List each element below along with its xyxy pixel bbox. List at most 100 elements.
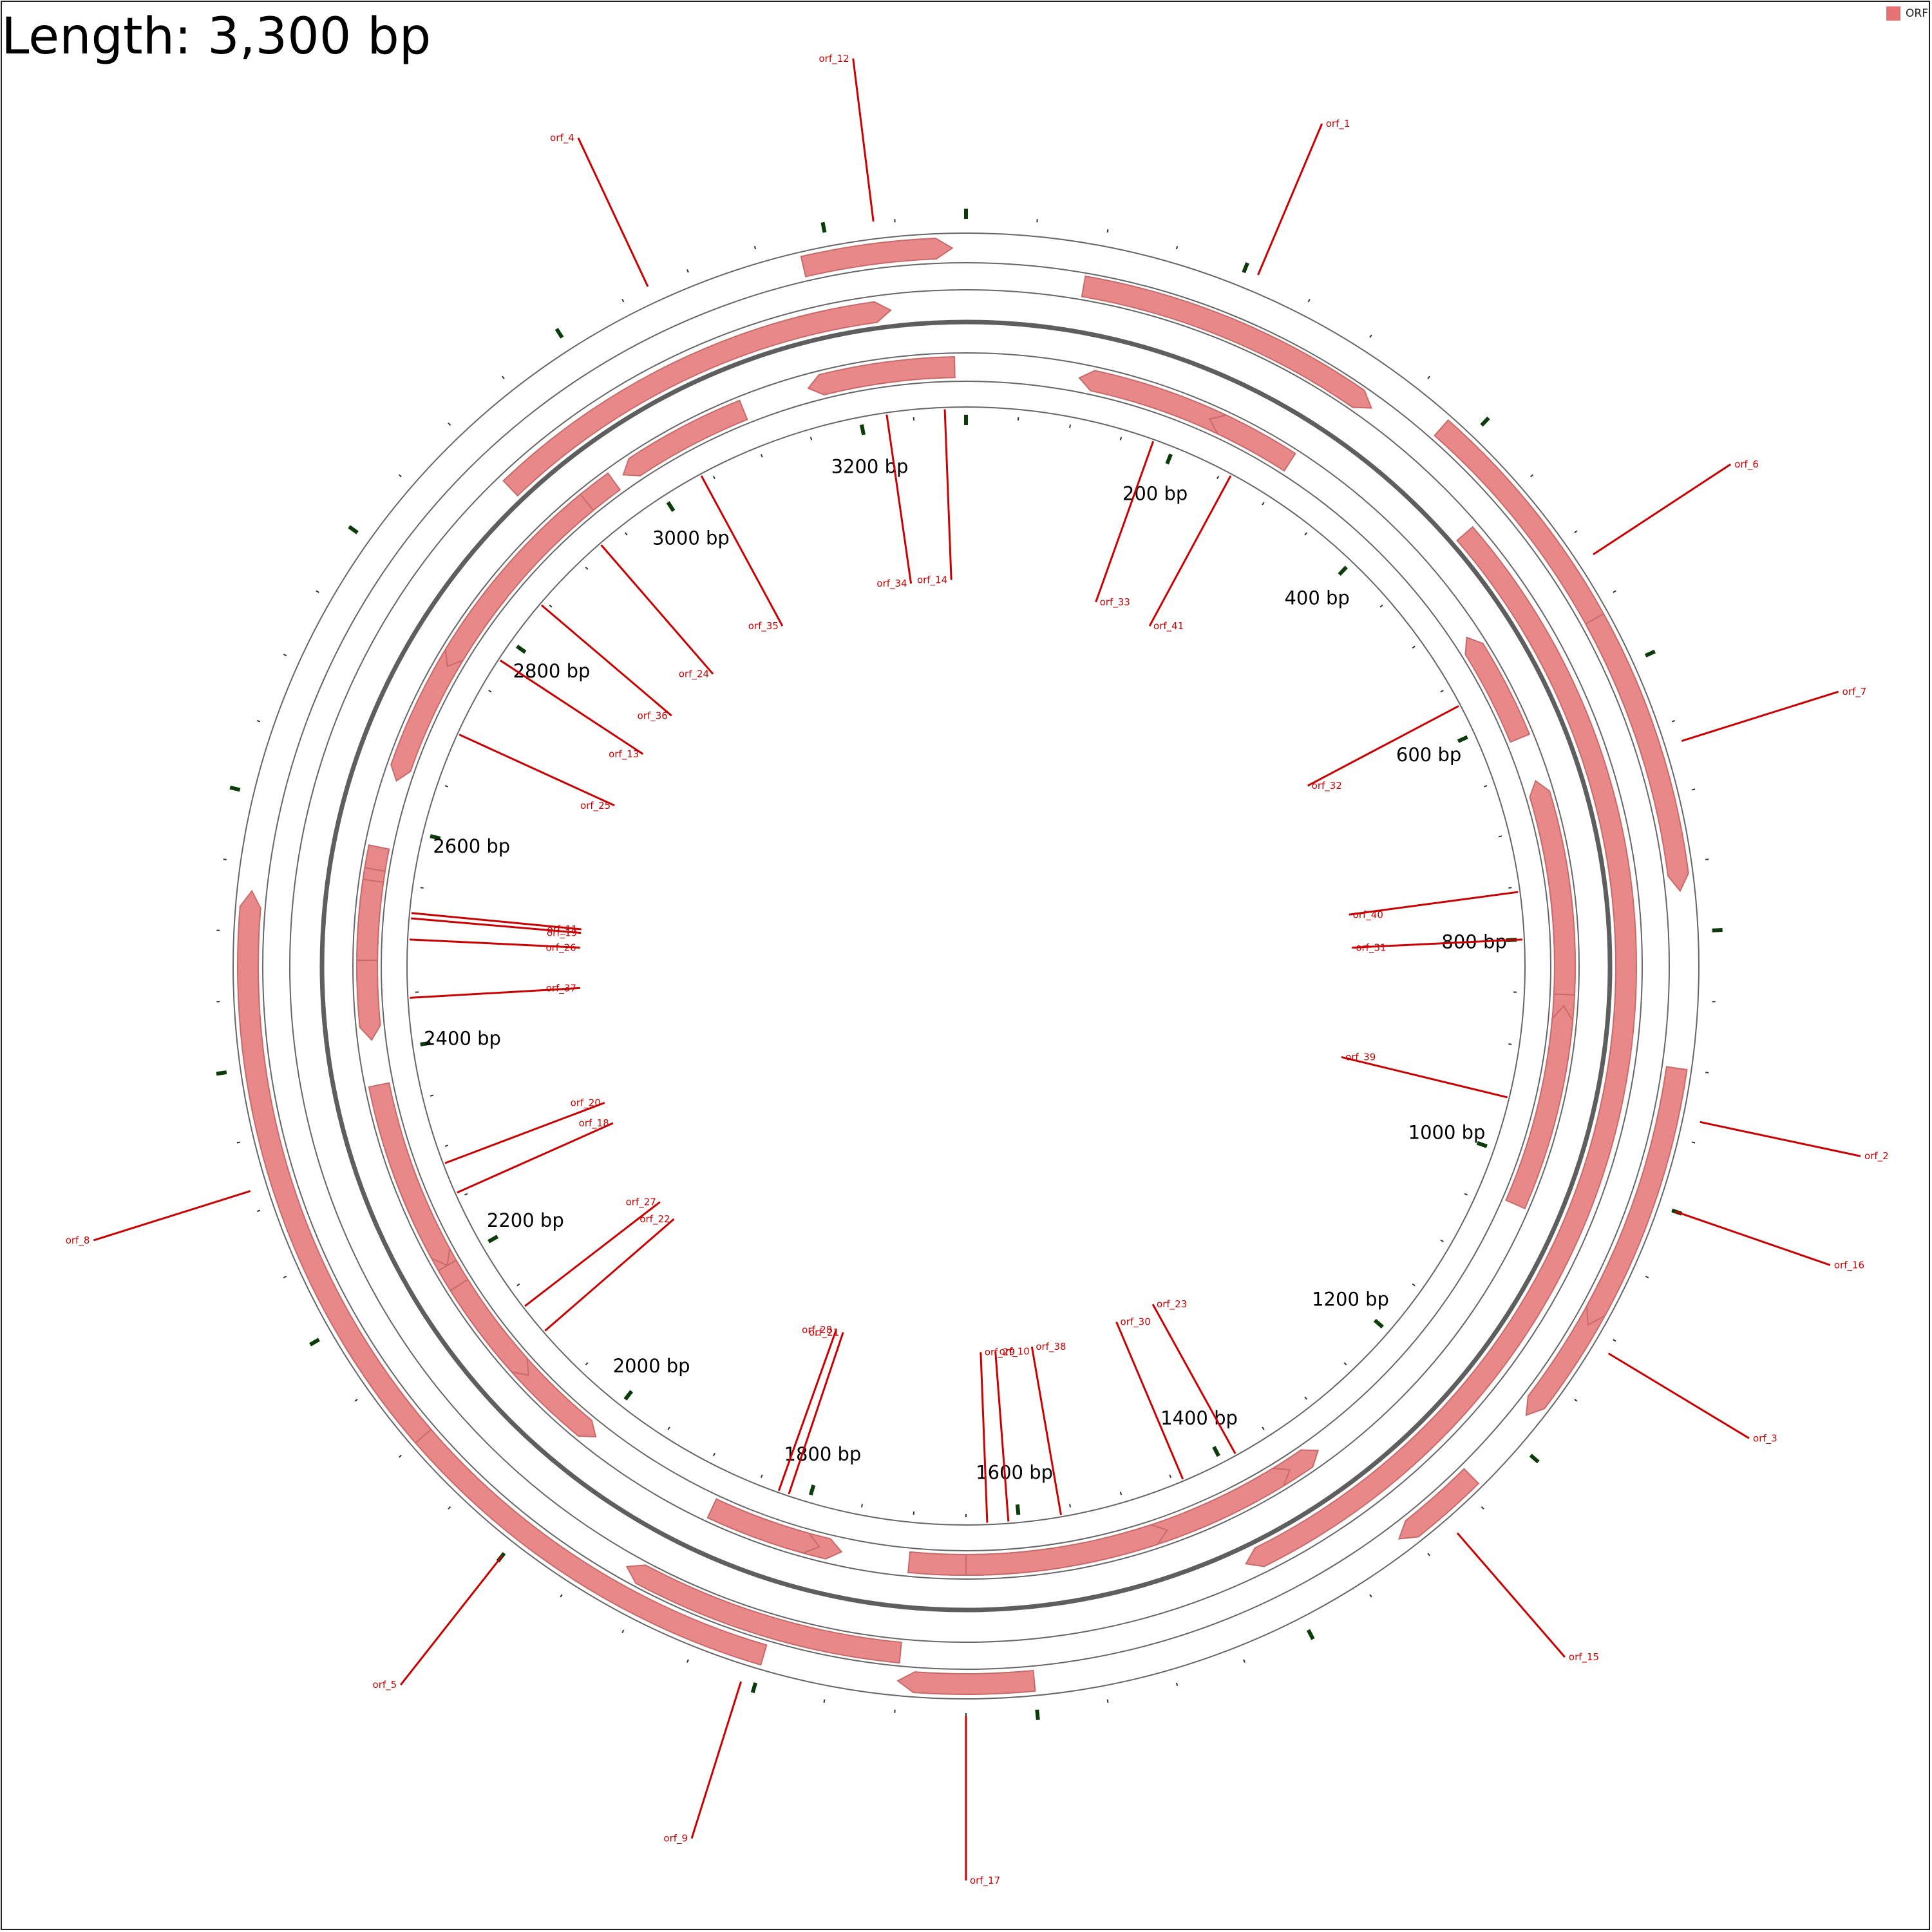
feature-orf_27 — [449, 1278, 529, 1376]
feature-label: orf_5 — [373, 1679, 397, 1691]
label-line — [1095, 440, 1155, 603]
major-tick — [820, 222, 827, 233]
major-tick — [1529, 1454, 1540, 1464]
track-ring — [262, 262, 1670, 1670]
label-line — [600, 544, 714, 675]
feature-orf_8 — [237, 889, 432, 1444]
feature-label: orf_29 — [985, 1347, 1015, 1359]
label-line — [93, 1190, 251, 1242]
major-tick — [1306, 1629, 1315, 1640]
minor-tick — [1671, 720, 1676, 723]
minor-tick — [687, 269, 689, 273]
scale-label: 3200 bp — [831, 455, 909, 477]
minor-tick — [316, 590, 319, 593]
major-tick — [1165, 453, 1173, 465]
major-tick — [1373, 1318, 1384, 1329]
feature-orf_16 — [1586, 1066, 1688, 1327]
minor-tick — [549, 604, 553, 608]
minor-tick — [667, 1426, 670, 1430]
feature-label: orf_36 — [638, 710, 668, 722]
major-tick — [515, 645, 527, 654]
label-line — [943, 409, 952, 580]
major-tick — [1457, 735, 1468, 743]
minor-tick — [1705, 1072, 1709, 1074]
feature-label: orf_2 — [1864, 1150, 1889, 1162]
scale-label: 1400 bp — [1160, 1407, 1238, 1429]
feature-label: orf_22 — [639, 1213, 670, 1226]
scale-label: 1600 bp — [976, 1461, 1053, 1483]
minor-tick — [1498, 835, 1502, 838]
minor-tick — [621, 299, 625, 303]
feature-label: orf_35 — [748, 620, 779, 632]
minor-tick — [1508, 1043, 1512, 1045]
scale-label: 1000 bp — [1408, 1121, 1486, 1143]
minor-tick — [1574, 530, 1578, 533]
minor-tick — [448, 1506, 451, 1510]
major-tick — [348, 525, 359, 535]
minor-tick — [1217, 475, 1220, 480]
minor-tick — [1307, 299, 1311, 303]
feature-label: orf_1 — [1326, 118, 1350, 130]
label-line — [444, 1101, 605, 1164]
scale-label: 600 bp — [1396, 744, 1461, 766]
minor-tick — [1304, 1396, 1307, 1400]
scale-label: 2800 bp — [513, 660, 591, 682]
minor-tick — [1574, 1399, 1578, 1402]
major-tick — [860, 424, 866, 435]
label-line — [1151, 1303, 1236, 1454]
label-line — [544, 1218, 675, 1332]
label-line — [459, 734, 615, 807]
feature-orf_40 — [1529, 780, 1576, 996]
major-tick — [420, 1041, 431, 1046]
label-line — [400, 1555, 504, 1686]
feature-label: orf_37 — [546, 982, 576, 994]
scale-ticks — [216, 209, 1723, 1720]
feature-orf_36 — [444, 493, 594, 668]
label-line — [1349, 891, 1519, 916]
scale-label: 1800 bp — [784, 1443, 862, 1465]
track-ring — [406, 406, 1526, 1526]
label-line — [411, 912, 582, 931]
scale-label: 2000 bp — [613, 1355, 690, 1377]
feature-label: orf_40 — [1353, 909, 1383, 921]
label-line — [411, 917, 582, 934]
minor-tick — [1262, 502, 1265, 506]
minor-tick — [687, 1659, 689, 1663]
minor-tick — [420, 887, 424, 889]
feature-orf_37 — [356, 959, 381, 1041]
feature-orf_12 — [800, 237, 954, 278]
feature-label: orf_12 — [819, 53, 849, 65]
track-ring — [352, 352, 1580, 1580]
minor-tick — [1304, 532, 1307, 536]
minor-tick — [1705, 858, 1709, 860]
feature-orf_41 — [1208, 414, 1296, 472]
feature-label: orf_27 — [626, 1196, 656, 1208]
label-line — [788, 1332, 844, 1495]
major-tick — [1712, 928, 1723, 933]
backbone-ring — [319, 319, 1613, 1613]
feature-orf_15 — [1397, 1468, 1480, 1540]
minor-tick — [464, 1193, 468, 1196]
major-tick — [750, 1682, 758, 1694]
minor-tick — [1412, 645, 1416, 649]
minor-tick — [760, 1474, 763, 1479]
minor-tick — [398, 1454, 402, 1458]
minor-tick — [1613, 590, 1616, 593]
minor-tick — [1343, 1362, 1347, 1366]
minor-tick — [1692, 788, 1696, 791]
minor-tick — [444, 1144, 449, 1147]
feature-orf_4 — [502, 301, 892, 497]
feature-label: orf_24 — [679, 668, 709, 681]
minor-tick — [760, 453, 763, 458]
legend-label: ORF — [1906, 7, 1928, 20]
label-line — [1341, 1056, 1508, 1099]
scale-label: 3000 bp — [652, 527, 730, 549]
minor-tick — [621, 1629, 625, 1633]
minor-tick — [1508, 887, 1512, 889]
track-ring — [289, 289, 1643, 1643]
feature-orf_9 — [625, 1564, 902, 1664]
major-tick — [229, 785, 241, 792]
feature-label: orf_30 — [1121, 1316, 1151, 1329]
